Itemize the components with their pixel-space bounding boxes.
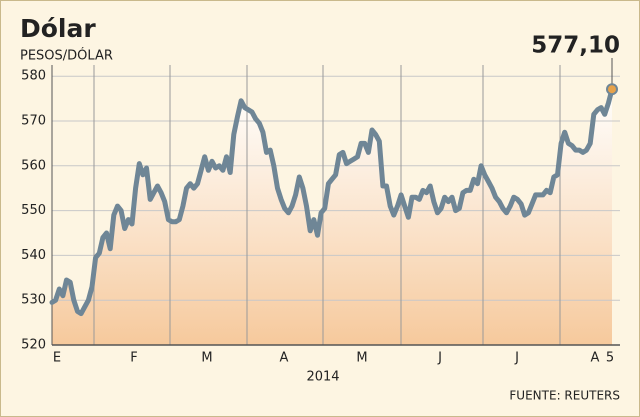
- y-tick-label: 560: [21, 158, 46, 173]
- x-tick-label: A: [591, 351, 600, 366]
- x-tick-label: F: [130, 351, 137, 366]
- last-point: [606, 83, 618, 96]
- source: FUENTE: REUTERS: [509, 389, 620, 403]
- y-tick-label: 530: [21, 293, 46, 308]
- last-value-label: 577,10: [531, 33, 620, 59]
- area: [52, 89, 612, 345]
- x-tick-label: M: [356, 351, 367, 366]
- x-tick-label: J: [514, 351, 519, 366]
- y-tick-label: 550: [21, 203, 46, 218]
- x-tick-label: A: [280, 351, 289, 366]
- x-tick-label: M: [201, 351, 212, 366]
- x-tick-label: E: [53, 351, 61, 366]
- x-axis-label: 2014: [306, 370, 339, 385]
- chart-title: Dólar: [20, 14, 96, 43]
- y-tick-label: 580: [21, 69, 46, 84]
- y-tick-label: 570: [21, 114, 46, 129]
- y-tick-label: 520: [21, 338, 46, 353]
- x-end-label: 5: [606, 351, 614, 366]
- subtitle: PESOS/DÓLAR: [20, 48, 113, 64]
- x-tick-label: J: [437, 351, 442, 366]
- line: [49, 86, 615, 317]
- y-tick-label: 540: [21, 248, 46, 263]
